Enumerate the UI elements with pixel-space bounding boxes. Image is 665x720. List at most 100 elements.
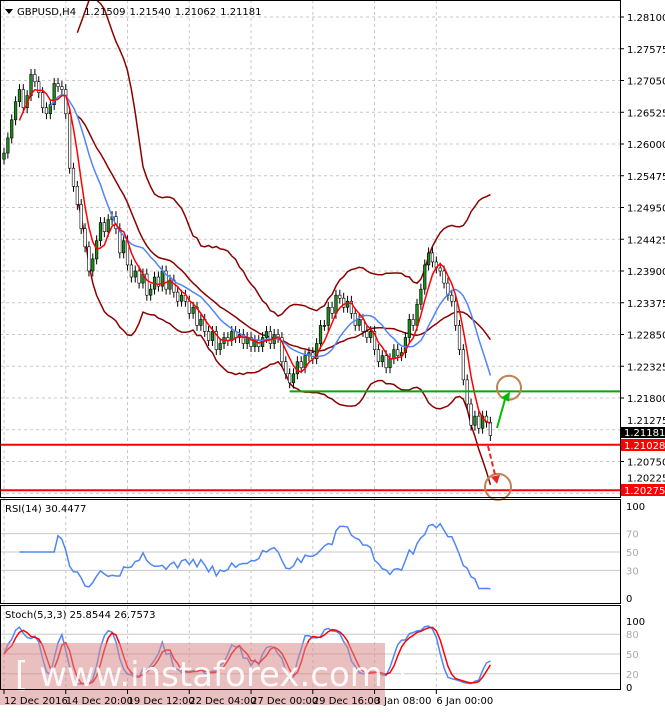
candle-body	[473, 415, 477, 426]
price-tick-label: 1.25475	[627, 172, 665, 183]
candle-body	[438, 267, 442, 272]
candle-body	[137, 270, 141, 284]
candle-body	[388, 358, 392, 369]
candle	[284, 356, 288, 380]
candle-body	[214, 331, 218, 350]
candle-body	[330, 306, 334, 314]
candle-body	[322, 325, 326, 327]
candle	[349, 295, 354, 319]
price-tick-label: 1.26000	[627, 140, 665, 151]
candle	[98, 217, 103, 247]
candle	[315, 338, 319, 365]
candle	[33, 69, 37, 88]
candle-body	[488, 421, 492, 436]
candle	[442, 265, 446, 289]
rsi-tick-label: 30	[626, 566, 639, 577]
candle	[199, 313, 203, 331]
candle-body	[48, 104, 52, 115]
down-arrowhead-icon	[491, 474, 500, 484]
candle	[79, 199, 83, 235]
candle	[206, 326, 211, 346]
candle	[122, 235, 126, 259]
level-price-box	[621, 439, 665, 451]
candle-body	[75, 186, 79, 205]
candle-body	[334, 294, 338, 314]
time-tick-label: 12 Dec 2016	[4, 696, 68, 707]
candle-body	[6, 137, 10, 154]
candle-body	[477, 415, 481, 429]
candle-body	[376, 349, 381, 363]
candle	[454, 295, 458, 331]
down-arrow-icon	[487, 445, 497, 480]
price-tick-label: 1.22850	[627, 331, 665, 342]
price-tick-label: 1.21275	[627, 416, 665, 427]
candle-body	[349, 300, 354, 314]
candle-body	[469, 403, 473, 426]
price-tick-label: 1.24950	[627, 204, 665, 215]
candle	[280, 332, 284, 368]
watermark: [ www.instaforex.com ]	[15, 655, 407, 695]
candle	[291, 368, 296, 389]
candle	[295, 356, 299, 380]
candle-body	[318, 325, 323, 344]
candle	[133, 265, 137, 283]
chart-header: GBPUSD,H4 1.21509 1.21540 1.21062 1.21181	[17, 7, 262, 18]
price-tick-label: 1.20225	[627, 473, 665, 484]
candle-body	[83, 228, 87, 248]
candle	[326, 301, 330, 331]
candle-body	[145, 273, 149, 296]
candle-body	[98, 222, 103, 242]
candle-body	[403, 337, 408, 353]
candle-body	[179, 294, 184, 302]
candle	[241, 329, 245, 350]
price-tick-label: 1.20750	[627, 458, 665, 469]
candle-body	[44, 107, 49, 115]
candle-body	[87, 246, 91, 272]
collapse-triangle-icon[interactable]	[5, 9, 13, 14]
candle	[484, 410, 489, 428]
level-price-label: 1.20275	[624, 486, 665, 497]
candle	[75, 180, 79, 210]
time-tick-label: 14 Dec 20:00	[66, 696, 133, 707]
candle	[481, 410, 485, 434]
candle	[403, 332, 408, 359]
price-tick-label: 1.27050	[627, 77, 665, 88]
candle	[64, 84, 68, 120]
price-tick-label: 1.24425	[627, 235, 665, 246]
candle-body	[122, 240, 126, 254]
candle	[2, 147, 6, 165]
candle-body	[106, 219, 110, 232]
candle	[44, 102, 49, 120]
time-tick-label: 3 Jan 08:00	[375, 696, 432, 707]
candle-body	[407, 319, 411, 338]
time-tick-label: 27 Dec 00:00	[251, 696, 318, 707]
rsi-label: RSI(14) 30.4477	[5, 504, 86, 515]
candle-body	[156, 276, 161, 287]
candle	[48, 99, 52, 120]
candle-body	[241, 334, 245, 344]
candle-body	[326, 306, 330, 326]
candle-body	[295, 361, 299, 375]
price-tick-label: 1.28100	[627, 13, 665, 24]
candle	[299, 356, 303, 374]
candle	[423, 259, 427, 295]
stoch-tick-label: 20	[626, 670, 639, 681]
candle	[6, 132, 10, 159]
candle-body	[13, 101, 18, 121]
candle	[372, 326, 377, 356]
candle-body	[149, 288, 153, 296]
candle-body	[372, 331, 377, 350]
time-tick-label: 22 Dec 04:00	[189, 696, 256, 707]
candle-body	[129, 264, 133, 278]
candle	[457, 319, 462, 356]
panel-frames	[0, 0, 621, 690]
candle	[17, 84, 22, 108]
candle-body	[481, 415, 485, 429]
candle-body	[164, 270, 168, 290]
time-tick-label: 19 Dec 12:00	[128, 696, 195, 707]
axes: 1.28100 1.27575 1.27050 1.26525 1.26000 1.254…	[3, 13, 665, 707]
candle-body	[68, 113, 72, 169]
price-tick-label: 1.26525	[627, 108, 665, 119]
